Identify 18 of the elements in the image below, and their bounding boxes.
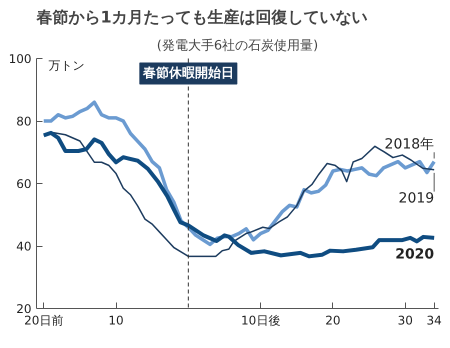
y-tick-label: 20: [16, 302, 32, 316]
x-tick-label: 10日後: [241, 314, 280, 328]
x-tick-label: 20日前: [24, 314, 64, 328]
y-tick-label: 40: [16, 240, 32, 254]
y-tick-label: 80: [16, 114, 32, 128]
chart-title: 春節から1カ月たっても生産は回復していない: [36, 8, 368, 26]
x-tick-label: 10: [108, 314, 124, 328]
y-tick-label: 60: [16, 177, 32, 191]
x-tick-label: 30: [398, 314, 413, 328]
series-label: 2020: [395, 246, 434, 262]
y-tick-label: 100: [8, 52, 32, 66]
chart-subtitle: (発電大手6社の石炭使用量): [156, 38, 318, 54]
y-axis-title: 万トン: [48, 58, 85, 72]
ref-line-label: 春節休暇開始日: [142, 66, 234, 81]
x-tick-label: 34: [426, 314, 442, 328]
series-label: 2019: [398, 190, 434, 207]
x-tick-label: 20: [325, 314, 341, 328]
series-label: 2018年: [384, 136, 434, 152]
